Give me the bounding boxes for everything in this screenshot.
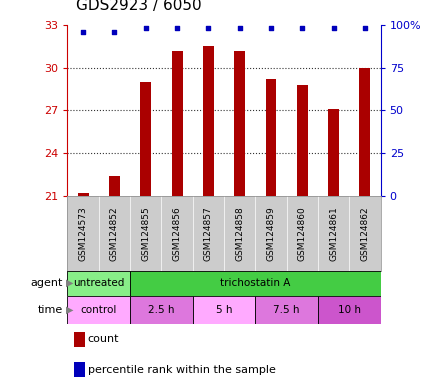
Bar [255,296,317,324]
Text: GSM124862: GSM124862 [360,206,368,261]
Bar [317,296,380,324]
Text: GSM124857: GSM124857 [204,206,212,261]
Text: 10 h: 10 h [337,305,360,315]
Bar [265,79,276,196]
Bar [358,68,370,196]
Text: agent: agent [31,278,63,288]
Bar [327,109,339,196]
Text: GSM124859: GSM124859 [266,206,275,261]
Bar [296,85,307,196]
Bar [233,51,245,196]
Bar [171,51,182,196]
Bar [67,296,130,324]
Text: 5 h: 5 h [215,305,232,315]
Bar [140,82,151,196]
Bar [130,271,380,296]
Text: GSM124861: GSM124861 [329,206,337,261]
Point [111,29,118,35]
Text: GSM124855: GSM124855 [141,206,150,261]
Point [329,25,336,31]
Bar [130,296,192,324]
Bar [202,46,214,196]
Bar [77,193,89,196]
Text: control: control [80,305,117,315]
Point [236,25,243,31]
Point [204,25,211,31]
Text: untreated: untreated [73,278,124,288]
Text: GSM124856: GSM124856 [172,206,181,261]
Text: GSM124852: GSM124852 [110,206,118,261]
Text: GSM124858: GSM124858 [235,206,243,261]
Text: percentile rank within the sample: percentile rank within the sample [88,364,275,374]
Bar [67,271,130,296]
Bar [108,176,120,196]
Text: time: time [38,305,63,315]
Text: 2.5 h: 2.5 h [148,305,174,315]
Text: GDS2923 / 6050: GDS2923 / 6050 [76,0,201,13]
Bar [192,296,255,324]
Text: ▶: ▶ [66,305,73,315]
Text: count: count [88,334,119,344]
Text: ▶: ▶ [66,278,73,288]
Text: trichostatin A: trichostatin A [220,278,290,288]
Bar [73,331,85,347]
Bar [73,362,85,377]
Point [142,25,149,31]
Point [79,29,86,35]
Text: 7.5 h: 7.5 h [273,305,299,315]
Point [173,25,180,31]
Text: GSM124573: GSM124573 [79,206,87,261]
Point [298,25,305,31]
Point [361,25,368,31]
Point [267,25,274,31]
Text: GSM124860: GSM124860 [297,206,306,261]
